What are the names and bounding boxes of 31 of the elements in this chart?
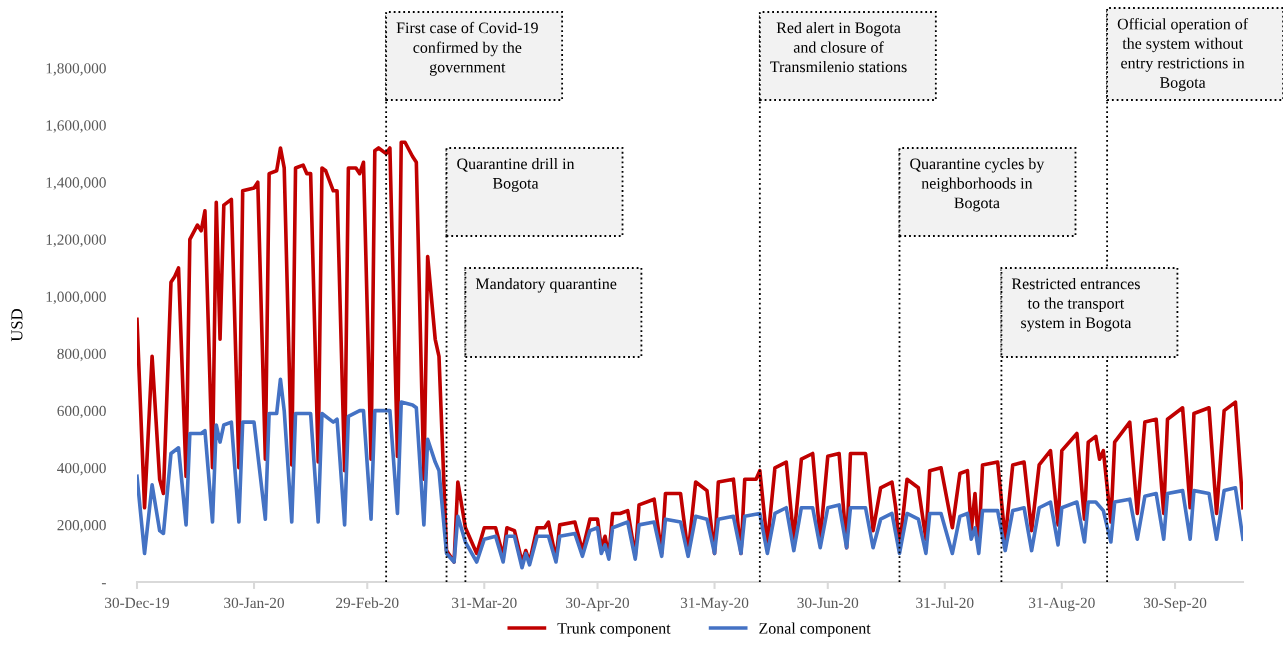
y-tick-label: 800,000 bbox=[57, 348, 106, 362]
y-tick-label: 1,600,000 bbox=[46, 120, 106, 133]
y-tick-label: 600,000 bbox=[57, 405, 106, 419]
ref-line-label: Mandatory quarantine bbox=[475, 278, 617, 293]
ref-line-label: Quarantine cycles by neighborhoods in Bogota bbox=[910, 158, 1045, 212]
y-tick-label: 1,400,000 bbox=[46, 177, 106, 190]
x-tick-label: 30-Jan-20 bbox=[224, 597, 284, 609]
ref-line-label: First case of Covid-19 confirmed by the government bbox=[396, 21, 538, 76]
legend-label: Trunk component bbox=[557, 622, 671, 638]
y-tick-label: - bbox=[101, 583, 106, 585]
ref-line-label: Official operation of the system without entry restrictions in Bogota bbox=[1117, 18, 1249, 92]
ref-line-label: Quarantine drill in Bogota bbox=[457, 158, 575, 192]
y-tick-label: 1,000,000 bbox=[46, 291, 106, 305]
y-tick-label: 200,000 bbox=[57, 520, 106, 533]
x-tick-label: 30-Sep-20 bbox=[1143, 597, 1207, 612]
y-tick-label: 400,000 bbox=[57, 462, 106, 476]
ref-line-label: Red alert in Bogota and closure of Transmilenio stations bbox=[770, 22, 907, 73]
y-tick-label: 1,800,000 bbox=[46, 63, 106, 76]
x-tick-label: 29-Feb-20 bbox=[336, 597, 399, 609]
x-tick-label: 30-Dec-19 bbox=[105, 597, 170, 609]
x-tick-label: 31-May-20 bbox=[680, 597, 749, 612]
line-series bbox=[137, 377, 1243, 570]
x-tick-label: 30-Apr-20 bbox=[566, 597, 630, 612]
y-tick-label: 1,200,000 bbox=[46, 234, 106, 247]
x-tick-label: 30-Jun-20 bbox=[797, 597, 859, 609]
x-tick-label: 31-Aug-20 bbox=[1029, 597, 1095, 612]
x-tick-label: 31-Mar-20 bbox=[452, 597, 517, 609]
x-tick-label: 31-Jul-20 bbox=[916, 597, 974, 609]
legend-label: Zonal component bbox=[759, 622, 871, 638]
y-axis-title: USD bbox=[11, 309, 23, 342]
ref-line-label: Restricted entrances to the transport system in Bogota bbox=[1011, 278, 1140, 332]
